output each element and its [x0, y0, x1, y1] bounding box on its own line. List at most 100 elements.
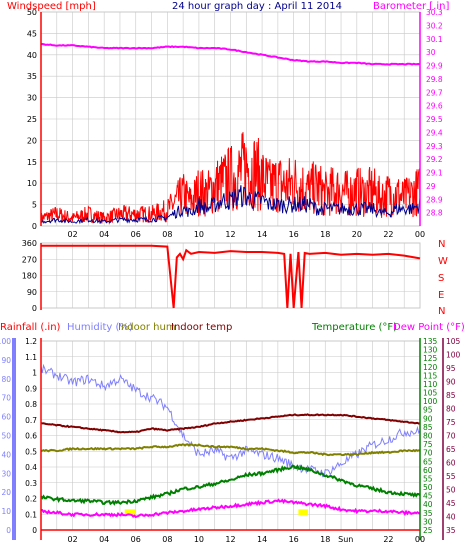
windspeed-tick: 20	[27, 136, 37, 145]
wind-x-tick: 12	[225, 230, 235, 239]
barometer-tick: 29.8	[426, 75, 443, 84]
wind-x-tick: 14	[257, 230, 267, 239]
direction-tick: 90	[27, 288, 37, 297]
legend-entry: Rainfall (.in)	[0, 322, 61, 333]
humidity-line	[40, 363, 421, 478]
temperature-tick: 105	[423, 389, 438, 398]
indoor-hum-line	[40, 443, 421, 457]
climate-x-tick: Sun	[338, 535, 353, 544]
rain-tick: 0.6	[25, 432, 37, 441]
direction-tick: 0	[32, 304, 37, 313]
barometer-tick: 29.4	[426, 128, 443, 137]
compass-letter: S	[438, 273, 444, 284]
temperature-tick: 70	[423, 449, 433, 458]
dewpoint-tick: 40	[446, 513, 456, 522]
climate-x-tick: 14	[257, 535, 267, 544]
climate-x-tick: 22	[383, 535, 393, 544]
temperature-tick: 95	[423, 406, 433, 415]
rain-tick: 0	[32, 526, 37, 535]
compass-letter: E	[438, 290, 444, 301]
direction-series	[41, 244, 421, 309]
temperature-tick: 125	[423, 354, 438, 363]
dewpoint-tick: 65	[446, 445, 456, 454]
wind-x-tick-labels: 02 04 06 08 10 12 14 16 18 20 22 00	[67, 230, 425, 239]
humidity-tick: 20	[1, 488, 11, 497]
windspeed-tick: 0	[32, 222, 37, 231]
windspeed-tick: 5	[32, 201, 37, 210]
temperature-tick: 30	[423, 517, 433, 526]
barometer-axis-title: Barometer [.in]	[373, 1, 449, 12]
barometer-tick: 30.1	[426, 35, 443, 44]
barometer-tick: 30.2	[426, 21, 443, 30]
temperature-tick: 110	[423, 380, 438, 389]
windspeed-tick: 45	[27, 29, 37, 38]
dewpoint-tick: 105	[446, 337, 461, 346]
rain-tick: 0.9	[25, 384, 37, 393]
temperature-tick-labels: 1351301251201151101051009590858075706560…	[423, 337, 438, 535]
direction-tick: 270	[22, 255, 37, 264]
dewpoint-tick: 55	[446, 472, 456, 481]
humidity-tick: 10	[1, 507, 11, 516]
humidity-tick-labels: 1009080706050403020100	[0, 337, 11, 535]
compass-letter: N	[438, 239, 445, 250]
windspeed-tick: 10	[27, 179, 37, 188]
climate-x-tick: 04	[99, 535, 109, 544]
temperature-tick: 90	[423, 414, 433, 423]
temperature-line	[40, 464, 421, 506]
indoor-temp-line	[40, 413, 421, 434]
rain-tick: 0.5	[25, 447, 37, 456]
dewpoint-tick: 50	[446, 486, 456, 495]
legend-entry: Indoor temp	[171, 322, 232, 333]
barometer-tick: 29.3	[426, 142, 443, 151]
sun-marker	[298, 509, 308, 516]
temperature-tick: 55	[423, 474, 433, 483]
barometer-tick: 29.7	[426, 88, 443, 97]
rain-tick: 0.4	[25, 463, 37, 472]
dewpoint-tick: 70	[446, 432, 456, 441]
temperature-tick: 25	[423, 526, 433, 535]
sun-marker	[124, 509, 136, 516]
humidity-tick: 90	[1, 356, 11, 365]
barometer-tick: 28.9	[426, 195, 443, 204]
dew-point-line	[40, 498, 421, 519]
temperature-tick: 85	[423, 423, 433, 432]
windspeed-tick: 35	[27, 72, 37, 81]
temperature-tick: 60	[423, 466, 433, 475]
barometer-tick: 30	[426, 48, 436, 57]
windspeed-tick: 15	[27, 158, 37, 167]
wind-x-tick: 00	[415, 230, 425, 239]
climate-x-tick: 18	[320, 535, 330, 544]
windspeed-tick: 50	[27, 8, 37, 17]
wind-x-tick: 18	[320, 230, 330, 239]
rain-tick: 0.1	[25, 510, 37, 519]
windspeed-axis-title: Windspeed [mph]	[7, 1, 96, 12]
temperature-tick: 100	[423, 397, 438, 406]
temperature-tick: 45	[423, 492, 433, 501]
dewpoint-tick: 90	[446, 378, 456, 387]
temperature-tick: 130	[423, 346, 438, 355]
legend-entry: Humidity (%)	[67, 322, 133, 333]
climate-panel: Rainfall (.in) Humidity (%)Indoor humIndo…	[0, 322, 465, 544]
barometer-line	[40, 43, 421, 66]
humidity-tick: 100	[0, 337, 11, 346]
humidity-tick: 80	[1, 375, 11, 384]
humidity-tick: 40	[1, 450, 11, 459]
wind-x-tick: 22	[383, 230, 393, 239]
temperature-tick: 120	[423, 363, 438, 372]
wind-x-tick: 08	[162, 230, 172, 239]
barometer-tick-labels: 30.3 30.2 30.1 30 29.9 29.8 29.7 29.6 29.5 29.4 29…	[426, 8, 443, 218]
temperature-tick: 75	[423, 440, 433, 449]
windspeed-tick: 25	[27, 115, 37, 124]
wind-x-tick: 02	[67, 230, 77, 239]
climate-x-tick: 12	[225, 535, 235, 544]
graph-title: 24 hour graph day : April 11 2014	[172, 1, 342, 12]
humidity-tick: 70	[1, 394, 11, 403]
barometer-tick: 29.6	[426, 102, 443, 111]
humidity-tick: 0	[6, 526, 11, 535]
climate-x-tick: 06	[131, 535, 141, 544]
